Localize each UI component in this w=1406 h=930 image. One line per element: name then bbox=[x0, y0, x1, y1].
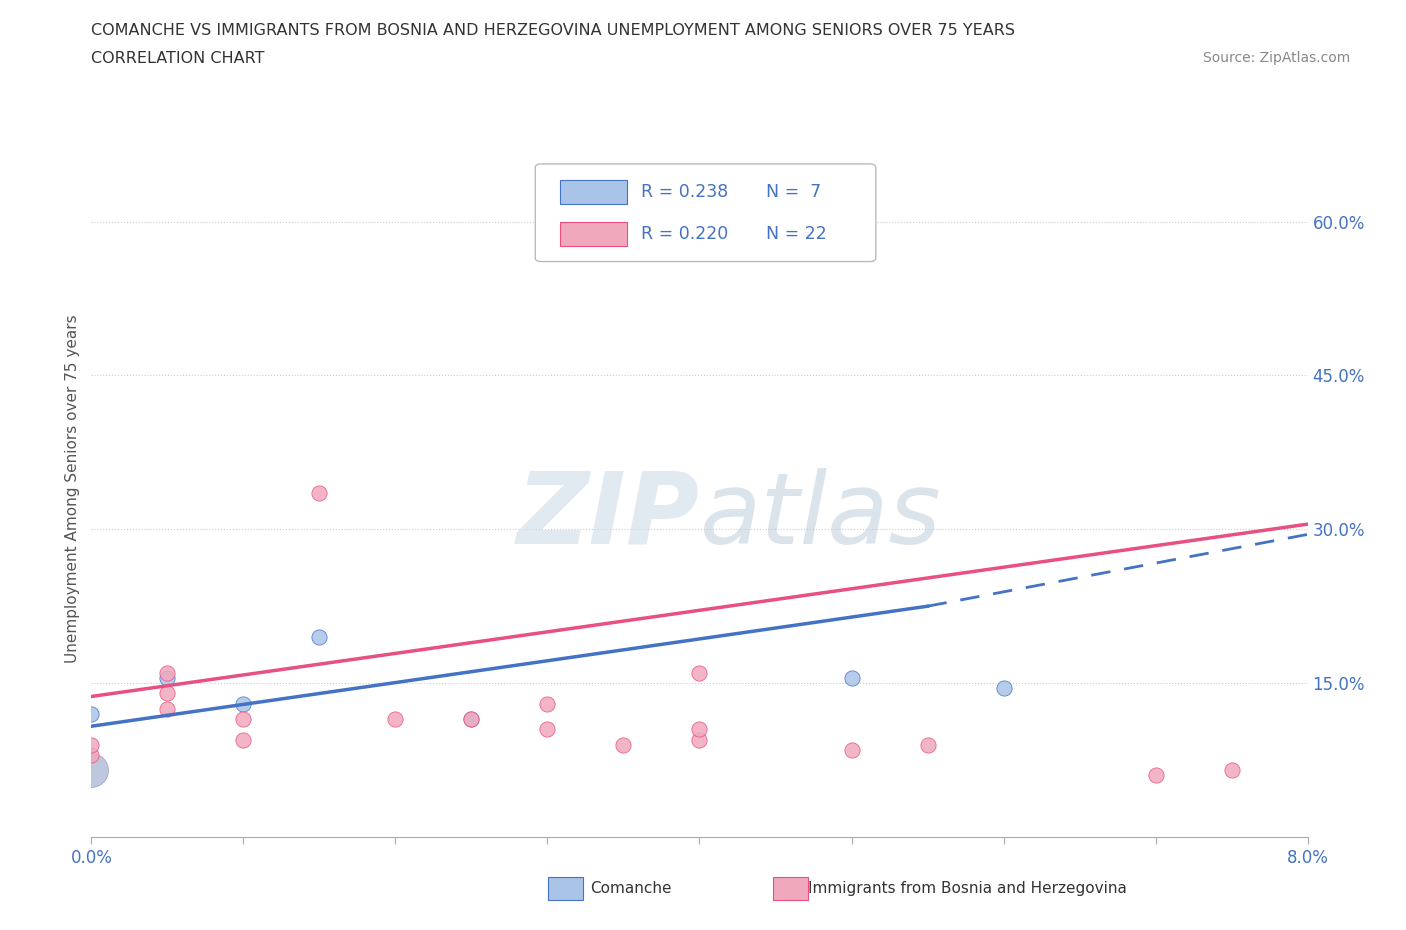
Text: R = 0.238: R = 0.238 bbox=[641, 183, 728, 201]
Point bbox=[917, 737, 939, 752]
Text: Immigrants from Bosnia and Herzegovina: Immigrants from Bosnia and Herzegovina bbox=[808, 881, 1128, 896]
Text: R = 0.220: R = 0.220 bbox=[641, 225, 728, 243]
Point bbox=[232, 711, 254, 726]
Point bbox=[156, 671, 179, 685]
Text: Comanche: Comanche bbox=[591, 881, 672, 896]
Point bbox=[841, 671, 863, 685]
Point bbox=[688, 732, 710, 747]
Point bbox=[536, 722, 558, 737]
Point bbox=[80, 763, 103, 777]
Point bbox=[612, 737, 634, 752]
Point bbox=[80, 707, 103, 722]
Point bbox=[308, 630, 330, 644]
Point bbox=[156, 666, 179, 681]
Point bbox=[80, 737, 103, 752]
Point bbox=[308, 486, 330, 501]
Point bbox=[156, 686, 179, 701]
Point bbox=[232, 732, 254, 747]
Y-axis label: Unemployment Among Seniors over 75 years: Unemployment Among Seniors over 75 years bbox=[65, 314, 80, 662]
Text: COMANCHE VS IMMIGRANTS FROM BOSNIA AND HERZEGOVINA UNEMPLOYMENT AMONG SENIORS OV: COMANCHE VS IMMIGRANTS FROM BOSNIA AND H… bbox=[91, 23, 1015, 38]
Point bbox=[688, 722, 710, 737]
Text: N = 22: N = 22 bbox=[766, 225, 827, 243]
Point bbox=[993, 681, 1015, 696]
Text: CORRELATION CHART: CORRELATION CHART bbox=[91, 51, 264, 66]
Point bbox=[460, 711, 482, 726]
Point bbox=[232, 697, 254, 711]
Text: atlas: atlas bbox=[699, 468, 941, 565]
Point bbox=[384, 711, 406, 726]
Point bbox=[80, 748, 103, 763]
Text: N =  7: N = 7 bbox=[766, 183, 821, 201]
Text: ZIP: ZIP bbox=[516, 468, 699, 565]
Bar bbox=[560, 180, 627, 205]
Point bbox=[841, 742, 863, 757]
Point bbox=[156, 701, 179, 716]
Point bbox=[1144, 768, 1167, 783]
FancyBboxPatch shape bbox=[536, 164, 876, 261]
Point bbox=[1220, 763, 1243, 777]
Point bbox=[536, 697, 558, 711]
Point bbox=[460, 711, 482, 726]
Bar bbox=[560, 222, 627, 246]
Point bbox=[688, 666, 710, 681]
Text: Source: ZipAtlas.com: Source: ZipAtlas.com bbox=[1202, 51, 1350, 65]
Point bbox=[765, 199, 787, 214]
